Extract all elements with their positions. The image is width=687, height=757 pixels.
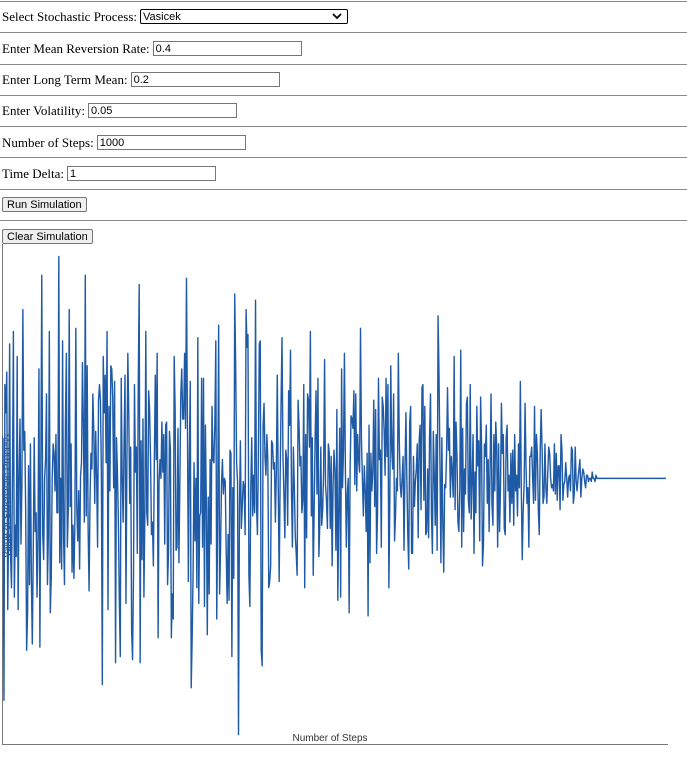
long-term-mean-input[interactable] [130, 72, 280, 87]
divider [0, 157, 687, 158]
divider [0, 1, 687, 2]
divider [0, 126, 687, 127]
run-row: Run Simulation [0, 189, 687, 220]
divider [0, 95, 687, 96]
divider [0, 64, 687, 65]
steps-input[interactable] [96, 135, 246, 150]
clear-row: Clear Simulation [0, 221, 687, 252]
divider [0, 189, 687, 190]
series-line [2, 255, 666, 736]
divider [0, 32, 687, 33]
clear-simulation-button[interactable]: Clear Simulation [2, 229, 93, 244]
process-label: Select Stochastic Process: [2, 8, 138, 24]
simulation-chart: Number of Steps Value of Stochastic Proc… [2, 244, 668, 745]
volatility-input[interactable] [87, 103, 237, 118]
time-delta-label: Time Delta: [2, 165, 64, 181]
steps-label: Number of Steps: [2, 134, 94, 150]
chevron-down-icon [331, 12, 343, 22]
long-term-mean-label: Enter Long Term Mean: [2, 71, 128, 87]
mean-reversion-row: Enter Mean Reversion Rate: [0, 33, 687, 64]
process-select[interactable]: Vasicek [140, 9, 349, 24]
x-axis-label: Number of Steps [292, 733, 367, 744]
mean-reversion-input[interactable] [152, 41, 302, 56]
long-term-mean-row: Enter Long Term Mean: [0, 64, 687, 95]
mean-reversion-label: Enter Mean Reversion Rate: [2, 40, 150, 56]
process-select-value: Vasicek [143, 10, 181, 23]
run-simulation-button[interactable]: Run Simulation [2, 197, 87, 212]
steps-row: Number of Steps: [0, 127, 687, 158]
time-delta-row: Time Delta: [0, 158, 687, 189]
process-row: Select Stochastic Process: Vasicek [0, 1, 687, 32]
divider [0, 220, 687, 221]
volatility-row: Enter Volatility: [0, 95, 687, 126]
volatility-label: Enter Volatility: [2, 102, 85, 118]
time-delta-input[interactable] [67, 166, 216, 181]
